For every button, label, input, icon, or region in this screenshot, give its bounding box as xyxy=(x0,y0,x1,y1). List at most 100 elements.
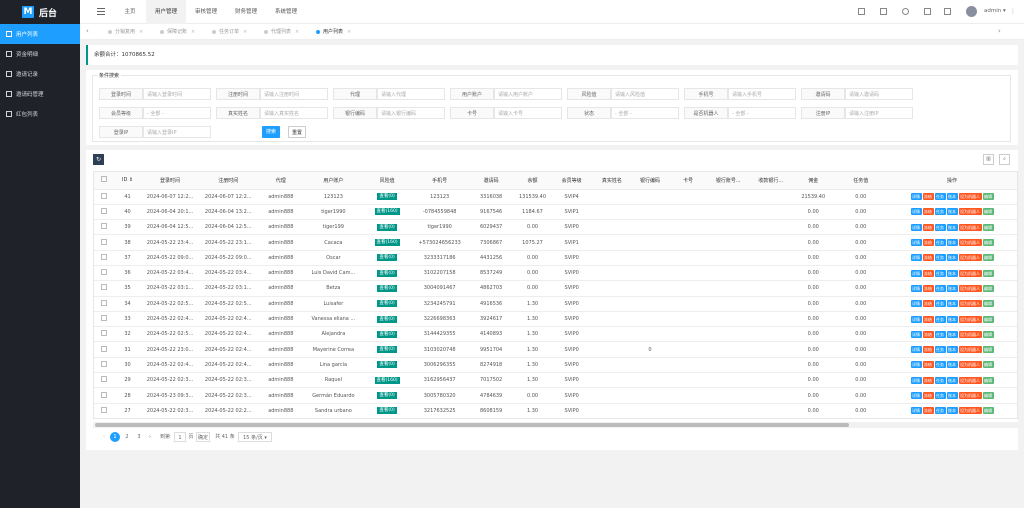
freeze-button[interactable]: 冻结 xyxy=(922,315,934,323)
invite-code-input[interactable]: 请输入邀请码 xyxy=(845,88,913,100)
checkbox-icon[interactable] xyxy=(101,192,108,199)
login-ip-input[interactable]: 请输入登录IP xyxy=(143,126,211,138)
row-checkbox[interactable] xyxy=(94,265,115,282)
edit-button[interactable]: 编辑 xyxy=(982,407,994,415)
nav-review-management[interactable]: 审核管理 xyxy=(194,9,217,15)
set-robot-button[interactable]: 设为机器人 xyxy=(958,330,982,338)
detail-button[interactable]: 详情 xyxy=(910,239,922,247)
risk-badge[interactable]: 查看(0) xyxy=(377,223,397,231)
is-robot-select[interactable]: - 全部 - xyxy=(728,107,796,119)
detail-button[interactable]: 详情 xyxy=(910,254,922,262)
nav-home[interactable]: 主页 xyxy=(124,9,136,15)
detail-button[interactable]: 详情 xyxy=(910,284,922,292)
cell-risk[interactable]: 查看(0) xyxy=(362,326,412,343)
member-level-select[interactable]: - 全部 - xyxy=(143,107,211,119)
cell-risk[interactable]: 查看(0) xyxy=(362,189,412,205)
cell-risk[interactable]: 查看(0) xyxy=(362,357,412,374)
risk-badge[interactable]: 查看(0) xyxy=(377,254,397,262)
risk-badge[interactable]: 查看(0) xyxy=(377,193,397,201)
cell-risk[interactable]: 查看(0) xyxy=(362,280,412,297)
close-icon[interactable]: × xyxy=(243,29,248,35)
ledger-button[interactable]: 账本 xyxy=(946,239,958,247)
risk-badge[interactable]: 查看(0) xyxy=(377,284,397,292)
checkbox-icon[interactable] xyxy=(101,360,108,367)
sidebar-item-red-packet[interactable]: 红包列表 xyxy=(0,104,80,124)
row-checkbox[interactable] xyxy=(94,296,115,312)
risk-value-input[interactable]: 请输入风险值 xyxy=(611,88,679,100)
detail-button[interactable]: 详情 xyxy=(910,300,922,308)
prev-page-icon[interactable]: ‹ xyxy=(103,434,105,440)
checkbox-icon[interactable] xyxy=(101,391,108,398)
risk-badge[interactable]: 查看(0) xyxy=(377,392,397,399)
detail-button[interactable]: 详情 xyxy=(910,376,922,384)
sidebar-item-invite-code[interactable]: 邀请码管理 xyxy=(0,84,80,104)
goto-page-input[interactable]: 1 xyxy=(174,432,186,442)
nav-system-management[interactable]: 系统管理 xyxy=(274,9,297,15)
edit-button[interactable]: 编辑 xyxy=(982,300,994,308)
task-button[interactable]: 任务 xyxy=(934,300,946,308)
register-ip-input[interactable]: 请输入注册IP xyxy=(845,107,913,119)
detail-button[interactable]: 详情 xyxy=(910,407,922,415)
freeze-button[interactable]: 冻结 xyxy=(922,392,934,399)
freeze-button[interactable]: 冻结 xyxy=(922,208,934,216)
detail-button[interactable]: 详情 xyxy=(910,315,922,323)
set-robot-button[interactable]: 设为机器人 xyxy=(958,269,982,277)
lock-icon[interactable] xyxy=(924,8,931,15)
checkbox-icon[interactable] xyxy=(101,207,108,214)
risk-badge[interactable]: 查看(0) xyxy=(377,407,397,415)
close-icon[interactable]: × xyxy=(139,29,144,35)
bank-code-input[interactable]: 请输入银行编码 xyxy=(377,107,445,119)
ledger-button[interactable]: 账本 xyxy=(946,269,958,277)
freeze-button[interactable]: 冻结 xyxy=(922,269,934,277)
horizontal-scrollbar[interactable] xyxy=(93,422,1018,428)
risk-badge[interactable]: 查看(160) xyxy=(374,208,400,216)
row-checkbox[interactable] xyxy=(94,250,115,266)
columns-icon[interactable]: ▥ xyxy=(983,154,994,165)
detail-button[interactable]: 详情 xyxy=(910,346,922,354)
edit-button[interactable]: 编辑 xyxy=(982,223,994,231)
task-button[interactable]: 任务 xyxy=(934,361,946,369)
detail-button[interactable]: 详情 xyxy=(910,223,922,231)
detail-button[interactable]: 详情 xyxy=(910,361,922,369)
header-checkbox[interactable] xyxy=(94,172,115,190)
checkbox-icon[interactable] xyxy=(101,238,108,245)
user-account-input[interactable]: 请输入用户账户 xyxy=(494,88,562,100)
ledger-button[interactable]: 账本 xyxy=(946,376,958,384)
refresh-icon[interactable] xyxy=(902,8,909,15)
tab-agent-list[interactable]: 代理列表 × xyxy=(264,24,299,40)
scrollbar-thumb[interactable] xyxy=(95,423,849,427)
ledger-button[interactable]: 账本 xyxy=(946,392,958,399)
set-robot-button[interactable]: 设为机器人 xyxy=(958,376,982,384)
detail-button[interactable]: 详情 xyxy=(910,208,922,216)
more-icon[interactable]: ⋮ xyxy=(1010,8,1016,15)
cell-risk[interactable]: 查看(0) xyxy=(362,250,412,266)
task-button[interactable]: 任务 xyxy=(934,407,946,415)
row-checkbox[interactable] xyxy=(94,234,115,251)
cell-risk[interactable]: 查看(0) xyxy=(362,219,412,236)
set-robot-button[interactable]: 设为机器人 xyxy=(958,300,982,308)
detail-button[interactable]: 详情 xyxy=(910,330,922,338)
risk-badge[interactable]: 查看(0) xyxy=(377,346,397,354)
tab-task-orders[interactable]: 任务订单 × xyxy=(212,24,247,40)
edit-button[interactable]: 编辑 xyxy=(982,208,994,216)
set-robot-button[interactable]: 设为机器人 xyxy=(958,239,982,247)
risk-badge[interactable]: 查看(0) xyxy=(377,315,397,323)
checkbox-icon[interactable] xyxy=(101,345,108,352)
page-3[interactable]: 3 xyxy=(137,434,141,440)
edit-button[interactable]: 编辑 xyxy=(982,239,994,247)
task-button[interactable]: 任务 xyxy=(934,193,946,201)
page-2[interactable]: 2 xyxy=(125,434,129,440)
cell-risk[interactable]: 查看(160) xyxy=(362,372,412,389)
freeze-button[interactable]: 冻结 xyxy=(922,376,934,384)
row-checkbox[interactable] xyxy=(94,372,115,389)
edit-button[interactable]: 编辑 xyxy=(982,254,994,262)
freeze-button[interactable]: 冻结 xyxy=(922,239,934,247)
ledger-button[interactable]: 账本 xyxy=(946,223,958,231)
freeze-button[interactable]: 冻结 xyxy=(922,346,934,354)
row-checkbox[interactable] xyxy=(94,204,115,221)
row-checkbox[interactable] xyxy=(94,280,115,297)
avatar[interactable] xyxy=(966,6,977,17)
detail-button[interactable]: 详情 xyxy=(910,193,922,201)
row-checkbox[interactable] xyxy=(94,219,115,236)
real-name-input[interactable]: 请输入真实姓名 xyxy=(260,107,328,119)
